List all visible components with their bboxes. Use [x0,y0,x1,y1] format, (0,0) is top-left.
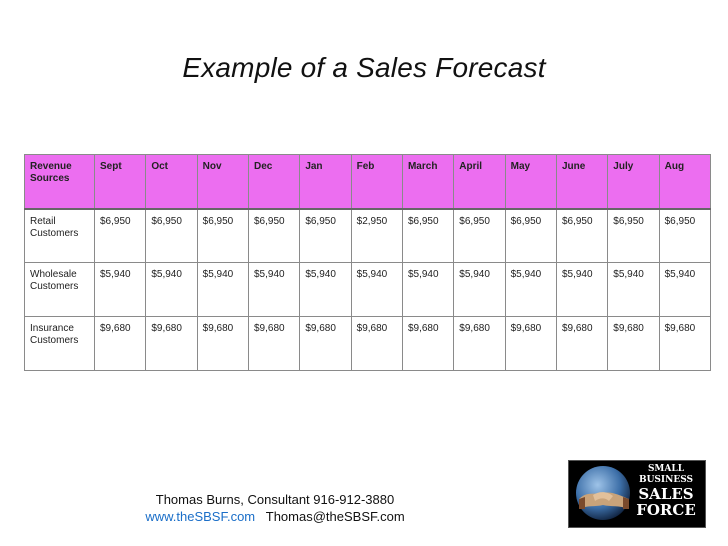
table-cell: $5,940 [555,262,609,317]
header-month: Oct [145,154,198,210]
table-cell: $6,950 [658,208,712,263]
header-month: March [401,154,455,210]
table-cell: $6,950 [196,208,249,263]
table-cell: $5,940 [145,262,198,317]
table-row: Wholesale Customers $5,940 $5,940 $5,940 $5,… [24,262,712,317]
row-label: Insurance Customers [24,316,95,371]
table-cell: $9,680 [196,316,249,371]
table-cell: $5,940 [607,262,660,317]
table-cell: $5,940 [350,262,403,317]
company-logo: SMALL BUSINESS SALES FORCE [568,460,706,528]
header-month: June [555,154,609,210]
logo-line-business: BUSINESS [638,475,694,485]
table-cell: $9,680 [555,316,609,371]
handshake-globe-icon [576,466,630,520]
header-month: July [607,154,660,210]
table-cell: $6,950 [299,208,352,263]
slide-title: Example of a Sales Forecast [182,52,546,83]
table-cell: $9,680 [299,316,352,371]
logo-line-force: FORCE [636,501,696,519]
table-header-row: Revenue Sources Sept Oct Nov Dec Jan Feb March A… [24,154,712,210]
table-cell: $5,940 [247,262,301,317]
table-cell: $6,950 [607,208,660,263]
table-cell: $6,950 [555,208,609,263]
table-cell: $5,940 [658,262,712,317]
sales-forecast-table: Revenue Sources Sept Oct Nov Dec Jan Feb March A… [24,154,712,371]
email-text: Thomas@theSBSF.com [265,509,405,524]
row-label: Wholesale Customers [24,262,95,317]
header-month: Dec [247,154,301,210]
table-cell: $5,940 [299,262,352,317]
header-month: April [453,154,506,210]
logo-line-small: SMALL [647,464,685,474]
table-cell: $9,680 [401,316,455,371]
table-cell: $6,950 [145,208,198,263]
header-month: May [504,154,557,210]
consultant-line: Thomas Burns, Consultant 916-912-3880 [155,492,395,507]
contact-links: www.theSBSF.com Thomas@theSBSF.com [120,508,430,525]
header-month: Sept [93,154,147,210]
website-link[interactable]: www.theSBSF.com [145,509,256,524]
table-cell: $6,950 [247,208,301,263]
table-cell: $5,940 [196,262,249,317]
header-month: Nov [196,154,249,210]
table-cell: $5,940 [453,262,506,317]
table-cell: $5,940 [504,262,557,317]
contact-footer: Thomas Burns, Consultant 916-912-3880 ww… [120,491,430,525]
table-cell: $9,680 [350,316,403,371]
table-cell: $6,950 [453,208,506,263]
table-cell: $6,950 [504,208,557,263]
table-row: Retail Customers $6,950 $6,950 $6,950 $6,950… [24,208,712,263]
header-month: Feb [350,154,403,210]
table-cell: $5,940 [401,262,455,317]
table-cell: $6,950 [93,208,147,263]
logo-line-sales: SALES [638,485,694,503]
table-cell: $9,680 [93,316,147,371]
table-cell: $6,950 [401,208,455,263]
row-label: Retail Customers [24,208,95,263]
table-cell: $5,940 [93,262,147,317]
header-revenue-sources: Revenue Sources [24,154,95,210]
table-cell: $9,680 [145,316,198,371]
table-cell: $9,680 [607,316,660,371]
table-row: Insurance Customers $9,680 $9,680 $9,680 $9,… [24,316,712,371]
table-body: Retail Customers $6,950 $6,950 $6,950 $6,950… [24,208,712,371]
header-month: Aug [658,154,712,210]
table-cell: $9,680 [658,316,712,371]
logo-wordmark: SMALL BUSINESS SALES FORCE [633,464,699,518]
header-month: Jan [299,154,352,210]
table-cell: $2,950 [350,208,403,263]
table-cell: $9,680 [247,316,301,371]
table-cell: $9,680 [504,316,557,371]
table-cell: $9,680 [453,316,506,371]
